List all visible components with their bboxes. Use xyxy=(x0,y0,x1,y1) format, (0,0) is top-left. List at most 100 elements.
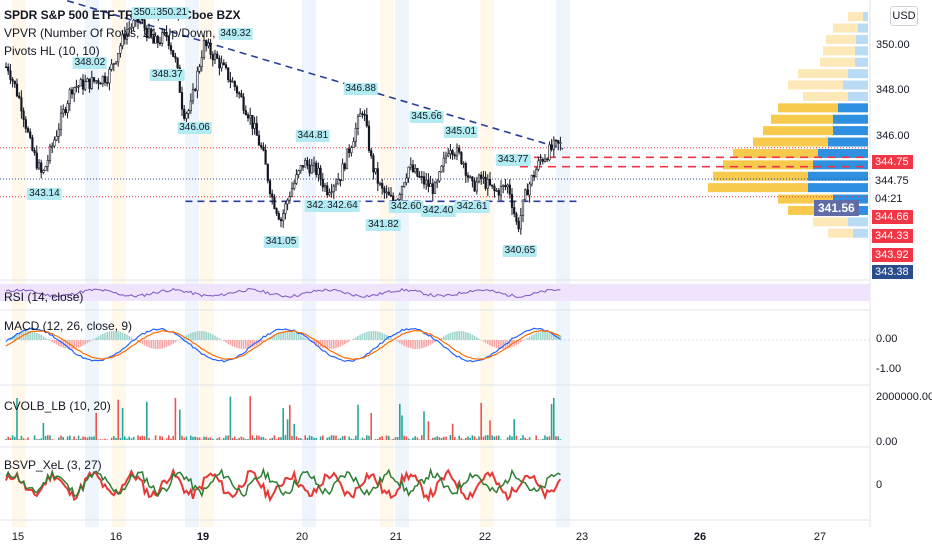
cvol-bar xyxy=(478,436,480,440)
macd-title[interactable]: MACD (12, 26, close, 9) xyxy=(4,319,133,333)
cvol-bar xyxy=(99,439,102,440)
candle-body xyxy=(205,40,208,47)
cvol-bar xyxy=(278,437,280,440)
candle-body xyxy=(57,128,60,137)
macd-histogram-bar xyxy=(546,331,548,340)
vp-down-bar xyxy=(833,114,868,124)
cvol-bar xyxy=(121,407,124,440)
session-band xyxy=(380,0,394,527)
cvol-bar xyxy=(297,438,300,440)
macd-histogram-bar xyxy=(119,331,122,340)
cvol-bar xyxy=(511,436,513,440)
candle-body xyxy=(257,135,261,146)
bsvp-tick: 0 xyxy=(876,479,883,491)
macd-histogram-bar xyxy=(390,337,392,340)
candle-body xyxy=(385,191,388,194)
cvol-bar xyxy=(251,435,254,440)
cvol-bar xyxy=(407,438,410,440)
vp-up-bar xyxy=(813,217,848,227)
candle-body xyxy=(451,150,454,156)
candle-body xyxy=(55,136,58,141)
macd-histogram-bar xyxy=(537,332,540,340)
vp-up-bar xyxy=(848,12,863,22)
vp-up-bar xyxy=(713,171,808,181)
macd-histogram-bar xyxy=(524,339,526,340)
candle-body xyxy=(279,219,283,222)
macd-histogram-bar xyxy=(172,340,174,344)
cvol-bar xyxy=(146,401,148,440)
cvol-bar xyxy=(471,435,474,440)
candle-body xyxy=(295,174,298,184)
candle-body xyxy=(447,153,450,157)
cvol-bar xyxy=(480,402,482,440)
cvol-bar xyxy=(445,436,447,440)
pivot-label: 342.40 xyxy=(420,205,456,218)
macd-histogram-bar xyxy=(493,340,496,348)
macd-histogram-bar xyxy=(502,340,504,349)
cvol-bar xyxy=(25,439,27,440)
rsi-title[interactable]: RSI (14, close) xyxy=(4,290,84,304)
candle-body xyxy=(473,180,476,192)
candle-body xyxy=(167,36,170,46)
cvol-bar xyxy=(11,435,14,440)
macd-histogram-bar xyxy=(139,340,141,343)
candle-body xyxy=(304,160,307,168)
macd-histogram-bar xyxy=(550,331,553,340)
cvol-bar xyxy=(542,438,544,440)
macd-histogram-bar xyxy=(528,336,531,340)
macd-histogram-bar xyxy=(381,332,383,340)
macd-histogram-bar xyxy=(95,337,97,340)
macd-histogram-bar xyxy=(476,337,478,340)
candle-body xyxy=(559,142,562,144)
cvol-bar xyxy=(289,404,291,440)
candle-body xyxy=(339,179,342,181)
cvol-bar xyxy=(300,438,302,440)
cvol-bar xyxy=(269,438,271,440)
macd-histogram-bar xyxy=(273,334,276,340)
cvol-bar xyxy=(14,436,16,440)
cvol-bar xyxy=(22,438,25,440)
bsvp-title[interactable]: BSVP_XeL (3, 27) xyxy=(4,458,102,472)
cvol-bar xyxy=(423,411,425,440)
macd-histogram-bar xyxy=(152,340,155,349)
macd-histogram-bar xyxy=(216,336,218,340)
macd-histogram-bar xyxy=(429,340,432,345)
macd-histogram-bar xyxy=(187,334,190,340)
candle-body xyxy=(438,171,441,182)
macd-histogram-bar xyxy=(284,331,287,340)
macd-histogram-bar xyxy=(198,331,201,340)
cvol-title[interactable]: CVOLB_LB (10, 20) xyxy=(4,399,111,413)
pivots-indicator-label[interactable]: Pivots HL (10, 10) xyxy=(4,44,100,58)
cvol-bar xyxy=(328,436,331,440)
price-tag-level: 344.33 xyxy=(872,229,913,243)
bsvp-plot xyxy=(5,467,562,503)
macd-histogram-bar xyxy=(234,340,236,348)
candle-body xyxy=(548,144,551,161)
cvol-bar xyxy=(522,435,524,440)
currency-button[interactable]: USD xyxy=(890,6,918,26)
pivot-label: 350.21 xyxy=(154,7,190,20)
candle-body xyxy=(444,155,448,159)
macd-histogram-bar xyxy=(53,340,56,344)
candle-body xyxy=(9,70,12,80)
cvol-bar xyxy=(71,439,73,440)
session-band xyxy=(395,0,409,527)
cvol-bar xyxy=(86,437,89,440)
symbol-title[interactable]: SPDR S&P 500 ETF TRUST, 15, Cboe BZX xyxy=(4,8,241,22)
vp-down-bar xyxy=(856,34,868,44)
cvol-bar xyxy=(183,437,185,440)
cvol-bar xyxy=(264,438,267,440)
vpvr-indicator-label[interactable]: VPVR (Number Of Rows, 24, Up/Down, 70) xyxy=(4,26,237,40)
cvol-bar xyxy=(141,435,144,440)
candle-body xyxy=(341,163,344,181)
macd-histogram-bar xyxy=(544,331,546,340)
cvol-bar xyxy=(291,435,293,440)
cvol-bar xyxy=(520,438,522,440)
cvol-bar xyxy=(20,435,23,440)
candle-body xyxy=(482,176,485,179)
candle-body xyxy=(543,158,547,162)
time-axis-label: 21 xyxy=(389,531,403,543)
trendline xyxy=(66,0,564,150)
macd-histogram-bar xyxy=(14,334,16,340)
